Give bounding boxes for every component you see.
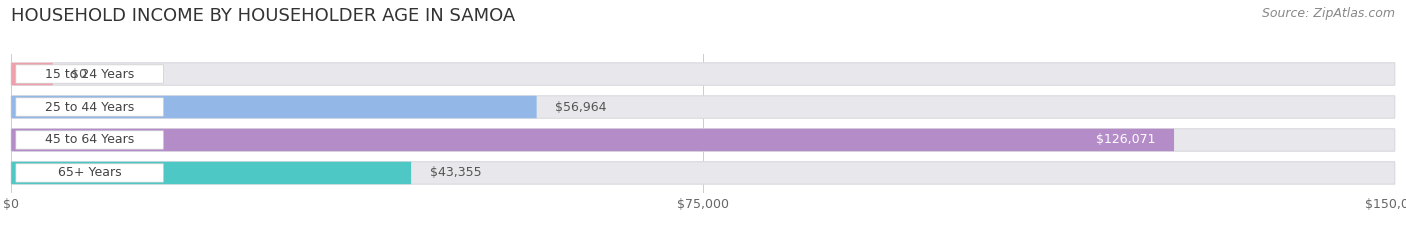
FancyBboxPatch shape <box>11 63 1395 85</box>
FancyBboxPatch shape <box>15 164 163 182</box>
FancyBboxPatch shape <box>11 162 411 184</box>
FancyBboxPatch shape <box>11 63 53 85</box>
FancyBboxPatch shape <box>11 96 537 118</box>
Text: $126,071: $126,071 <box>1097 134 1156 147</box>
FancyBboxPatch shape <box>11 129 1174 151</box>
Text: HOUSEHOLD INCOME BY HOUSEHOLDER AGE IN SAMOA: HOUSEHOLD INCOME BY HOUSEHOLDER AGE IN S… <box>11 7 516 25</box>
FancyBboxPatch shape <box>11 96 1395 118</box>
Text: 45 to 64 Years: 45 to 64 Years <box>45 134 134 147</box>
Text: Source: ZipAtlas.com: Source: ZipAtlas.com <box>1261 7 1395 20</box>
Text: $43,355: $43,355 <box>430 166 481 179</box>
FancyBboxPatch shape <box>15 131 163 149</box>
Text: $56,964: $56,964 <box>555 100 606 113</box>
FancyBboxPatch shape <box>15 65 163 83</box>
Text: 25 to 44 Years: 25 to 44 Years <box>45 100 134 113</box>
Text: $0: $0 <box>72 68 87 81</box>
FancyBboxPatch shape <box>11 129 1395 151</box>
Text: 65+ Years: 65+ Years <box>58 166 121 179</box>
Text: 15 to 24 Years: 15 to 24 Years <box>45 68 134 81</box>
FancyBboxPatch shape <box>11 162 1395 184</box>
FancyBboxPatch shape <box>15 98 163 116</box>
